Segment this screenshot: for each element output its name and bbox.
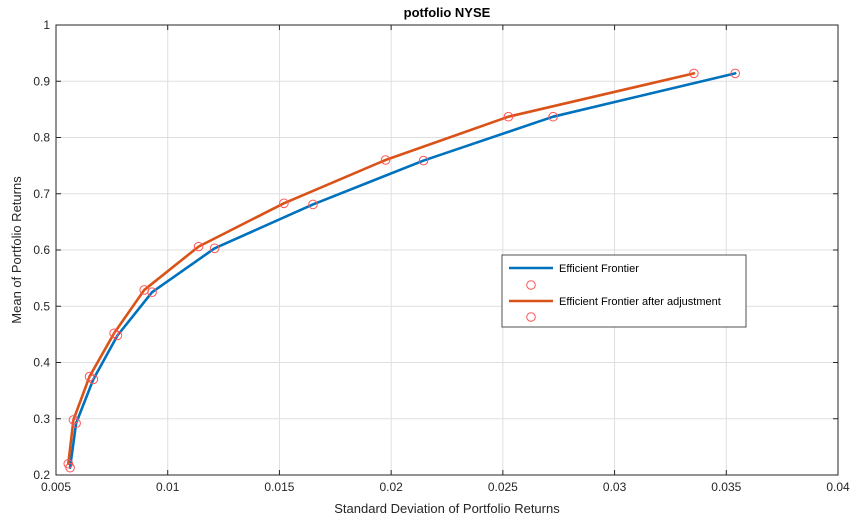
series-line-efficient-frontier-adjusted [66, 72, 696, 466]
legend-entry-label: Efficient Frontier [559, 263, 639, 275]
markers-layer [63, 68, 741, 473]
y-axis-label: Mean of Portfolio Returns [9, 176, 24, 324]
data-point-marker [109, 328, 119, 339]
x-tick-label: 0.04 [826, 480, 850, 494]
data-point-marker [418, 155, 429, 166]
data-point-marker [112, 330, 123, 341]
data-point-marker [548, 111, 558, 122]
x-tick-label: 0.035 [711, 480, 741, 494]
y-tick-label: 0.8 [33, 131, 50, 145]
x-tick-label: 0.01 [156, 480, 180, 494]
axes-layer: 0.005 0.01 0.015 0.02 0.025 0.03 0.035 0.04 0.2 0… [33, 18, 850, 494]
x-axis-label: Standard Deviation of Portfolio Returns [334, 501, 560, 516]
legend-marker-swatch [526, 312, 536, 322]
legend-entry-label: Efficient Frontier after adjustment [559, 296, 721, 308]
x-tick-label: 0.03 [603, 480, 627, 494]
x-tick-label: 0.02 [379, 480, 403, 494]
data-point-marker [84, 371, 95, 382]
y-tick-label: 0.7 [33, 187, 50, 201]
x-tick-label: 0.005 [41, 480, 71, 494]
data-point-marker [209, 243, 220, 254]
chart-title: potfolio NYSE [404, 5, 491, 20]
legend-marker-swatch [526, 280, 536, 290]
y-tick-label: 0.3 [33, 412, 50, 426]
y-tick-label: 0.9 [33, 74, 50, 88]
y-tick-label: 0.6 [33, 243, 50, 257]
y-tick-label: 1 [43, 18, 50, 32]
y-tick-label: 0.5 [33, 299, 50, 313]
series-layer [66, 72, 737, 469]
y-tick-label: 0.2 [33, 468, 50, 482]
data-point-marker [279, 198, 289, 209]
data-point-marker [503, 111, 514, 122]
data-point-marker [193, 241, 204, 252]
data-point-marker [68, 415, 79, 425]
y-tick-label: 0.4 [33, 356, 50, 370]
series-line-efficient-frontier [68, 72, 737, 469]
data-point-marker [139, 285, 150, 295]
data-point-marker [63, 458, 74, 469]
data-point-marker [689, 68, 699, 79]
x-tick-label: 0.025 [488, 480, 518, 494]
data-point-marker [380, 155, 391, 165]
x-tick-label: 0.015 [264, 480, 294, 494]
legend: Efficient Frontier Efficient Frontier aft… [501, 254, 747, 328]
data-point-marker [71, 418, 81, 429]
data-point-marker [308, 199, 318, 210]
data-point-marker [730, 68, 741, 79]
